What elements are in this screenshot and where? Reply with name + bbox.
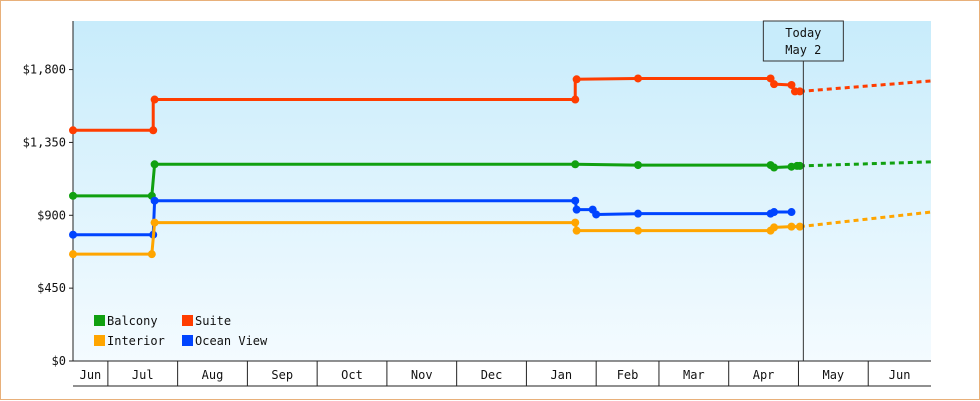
month-label: Dec	[481, 368, 503, 382]
data-point-interior	[572, 226, 581, 235]
data-point-interior	[787, 222, 796, 231]
data-point-interior	[634, 226, 643, 235]
legend-label: Interior	[107, 334, 165, 348]
data-point-interior	[69, 250, 77, 259]
data-point-ocean-view	[770, 208, 779, 217]
plot-background	[73, 21, 931, 361]
month-label: Feb	[617, 368, 639, 382]
data-point-ocean-view	[572, 205, 581, 214]
data-point-suite	[69, 126, 77, 135]
data-point-suite	[634, 74, 643, 83]
y-tick-label: $900	[37, 208, 66, 222]
month-label: Sep	[271, 368, 293, 382]
series-forecast-balcony	[799, 160, 932, 168]
data-point-ocean-view	[69, 230, 77, 239]
data-point-ocean-view	[634, 209, 643, 218]
data-point-ocean-view	[592, 210, 601, 219]
month-label: Jan	[550, 368, 572, 382]
today-box	[762, 20, 844, 62]
data-point-balcony	[150, 160, 159, 169]
month-label: Jul	[132, 368, 154, 382]
data-point-balcony	[795, 161, 804, 170]
data-point-suite	[150, 95, 159, 104]
series-forecast-suite	[799, 79, 932, 93]
data-point-interior	[770, 223, 779, 232]
data-point-balcony	[770, 163, 779, 172]
data-point-ocean-view	[787, 208, 796, 217]
month-label: Mar	[683, 368, 705, 382]
data-point-interior	[571, 218, 580, 227]
month-label: May	[822, 368, 844, 382]
legend-swatch	[94, 335, 105, 346]
data-point-interior	[147, 250, 156, 259]
month-label: Apr	[753, 368, 775, 382]
legend-label: Suite	[195, 314, 231, 328]
data-point-ocean-view	[571, 196, 580, 205]
data-point-balcony	[571, 160, 580, 169]
month-label: Jun	[80, 368, 102, 382]
series-forecast-interior	[799, 210, 932, 229]
legend-swatch	[182, 335, 193, 346]
y-tick-label: $450	[37, 281, 66, 295]
legend-swatch	[94, 315, 105, 326]
data-point-suite	[795, 87, 804, 96]
data-point-suite	[572, 75, 581, 84]
legend-label: Balcony	[107, 314, 158, 328]
legend-swatch	[182, 315, 193, 326]
month-label: Oct	[341, 368, 363, 382]
data-point-suite	[787, 80, 796, 89]
month-label: Aug	[202, 368, 224, 382]
data-point-suite	[770, 80, 779, 89]
y-tick-label: $0	[52, 354, 66, 368]
data-point-balcony	[69, 191, 77, 200]
legend-label: Ocean View	[195, 334, 268, 348]
data-point-interior	[795, 222, 804, 231]
today-date: May 2	[785, 43, 821, 57]
data-point-ocean-view	[150, 196, 159, 205]
month-label: Jun	[889, 368, 911, 382]
y-tick-label: $1,800	[23, 63, 66, 77]
today-label: Today	[785, 26, 821, 40]
data-point-interior	[150, 218, 159, 227]
data-point-balcony	[634, 161, 643, 170]
series-line-interior	[73, 221, 800, 256]
data-point-suite	[149, 126, 158, 135]
month-label: Nov	[411, 368, 433, 382]
y-tick-label: $1,350	[23, 135, 66, 149]
data-point-suite	[571, 95, 580, 104]
